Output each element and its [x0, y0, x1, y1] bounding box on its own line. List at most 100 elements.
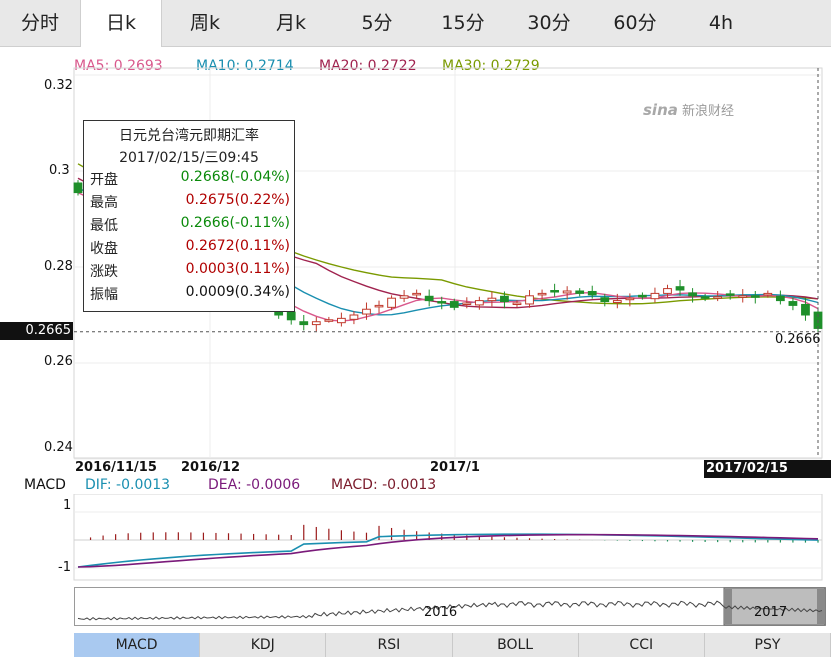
candle-body [650, 292, 660, 300]
candle-body [562, 290, 572, 294]
crosshair-price-label: 0.2665 [0, 322, 73, 340]
ma5-value: MA5: 0.2693 [74, 58, 163, 74]
macd-frame [73, 494, 823, 581]
last-price-label: 0.2666 [775, 332, 821, 347]
dea-value: DEA: -0.0006 [208, 477, 301, 493]
date-tick: 2016/11/15 [75, 460, 157, 475]
candle-body [349, 314, 359, 320]
candle-body [387, 297, 396, 308]
candle-body [638, 294, 647, 298]
tooltip-value: 0.2675(0.22%) [185, 192, 290, 208]
tooltip-key: 振幅 [90, 287, 118, 303]
tooltip-title: 日元兑台湾元即期汇率 [119, 128, 259, 144]
candle-body [311, 321, 321, 326]
tab-daily-k[interactable]: 日k [80, 0, 162, 47]
tab-rsi[interactable]: RSI [326, 633, 453, 657]
tooltip-value: 0.2666(-0.11%) [180, 215, 290, 231]
candle-body [550, 290, 559, 293]
tooltip-key: 最高 [90, 195, 118, 211]
ma30-value: MA30: 0.2729 [442, 58, 540, 74]
tab-60min[interactable]: 60分 [613, 12, 657, 34]
overview-handle-right [817, 589, 825, 624]
candle-body [537, 292, 547, 296]
candle-body [625, 297, 635, 301]
tab-monthly-k[interactable]: 月k [275, 12, 306, 34]
tab-kdj[interactable]: KDJ [200, 633, 327, 657]
ma20-value: MA20: 0.2722 [319, 58, 417, 74]
chart-frame [73, 67, 823, 459]
macd-chart[interactable] [0, 494, 831, 584]
tab-30min[interactable]: 30分 [527, 12, 571, 34]
candle-body [788, 301, 798, 306]
candle-body [424, 295, 434, 302]
date-tick: 2017/1 [430, 460, 480, 475]
price-tick: 0.28 [44, 259, 73, 274]
indicator-tab-bar: MACD KDJ RSI BOLL CCI PSY [74, 633, 831, 657]
overview-navigator[interactable] [74, 587, 826, 627]
candle-body [763, 292, 773, 296]
candle-body [775, 295, 785, 302]
price-tick: 0.26 [44, 354, 73, 369]
tooltip-row-close: 收盘 0.2672(0.11%) [84, 236, 294, 259]
tab-boll[interactable]: BOLL [452, 633, 579, 657]
macd-indicator-name: MACD [24, 477, 66, 493]
candle-body [487, 297, 497, 302]
dea-line [77, 533, 819, 568]
tab-15min[interactable]: 15分 [441, 12, 485, 34]
candle-body [337, 317, 346, 324]
ma10-value: MA10: 0.2714 [196, 58, 294, 74]
candle-body [362, 308, 371, 315]
tooltip-value: 0.2672(0.11%) [185, 238, 290, 254]
candle-body [750, 295, 760, 298]
candle-body [299, 321, 309, 326]
sina-finance-watermark: sina 新浪财经 [643, 100, 734, 119]
candle-body [700, 296, 710, 299]
tooltip-row-change: 涨跌 0.0003(0.11%) [84, 259, 294, 282]
candle-body [512, 302, 522, 305]
candle-body [725, 293, 735, 296]
tab-fenshi[interactable]: 分时 [20, 12, 59, 34]
tooltip-key: 收盘 [90, 241, 118, 257]
tooltip-value: 0.2668(-0.04%) [180, 169, 290, 185]
candle-body [500, 295, 509, 303]
candle-body [612, 300, 622, 304]
overview-year-label: 2017 [754, 605, 788, 620]
overview-year-label: 2016 [424, 605, 458, 620]
candle-body [449, 301, 459, 308]
tooltip-value: 0.0003(0.11%) [185, 261, 290, 277]
candle-body [600, 297, 610, 303]
tooltip-row-open: 开盘 0.2668(-0.04%) [84, 167, 294, 190]
candle-body [462, 302, 472, 305]
tab-4h[interactable]: 4h [708, 12, 734, 34]
crosshair-time-label: 2017/02/15 09:45 [704, 460, 831, 494]
tooltip-value: 0.0009(0.34%) [185, 284, 290, 300]
dif-value: DIF: -0.0013 [85, 477, 171, 493]
tooltip-row-low: 最低 0.2666(-0.11%) [84, 213, 294, 236]
macd-tick: 1 [63, 498, 72, 513]
tab-cci[interactable]: CCI [578, 633, 705, 657]
date-tick: 2016/12 [181, 460, 241, 475]
candle-body [675, 286, 685, 291]
tooltip-key: 最低 [90, 218, 118, 234]
tooltip-datetime: 2017/02/15/三09:45 [119, 150, 259, 166]
tooltip-row-amplitude: 振幅 0.0009(0.34%) [84, 282, 294, 305]
candle-body [73, 182, 83, 194]
candle-body [738, 295, 748, 298]
candle-body [575, 290, 585, 294]
tooltip-row-high: 最高 0.2675(0.22%) [84, 190, 294, 213]
overview-line [77, 600, 823, 621]
sina-logo: sina [643, 101, 678, 119]
tab-weekly-k[interactable]: 周k [189, 12, 220, 34]
candle-body [412, 292, 422, 296]
macd-value: MACD: -0.0013 [331, 477, 437, 493]
price-tick: 0.32 [44, 78, 73, 93]
tooltip-key: 开盘 [90, 172, 118, 188]
tab-5min[interactable]: 5分 [361, 12, 393, 34]
tab-psy[interactable]: PSY [704, 633, 831, 657]
ohlc-tooltip: 日元兑台湾元即期汇率 2017/02/15/三09:45 开盘 0.2668(-… [83, 120, 295, 312]
candle-body [286, 311, 296, 321]
candle-body [688, 292, 697, 297]
macd-tick: -1 [58, 560, 71, 575]
candle-body [801, 303, 810, 316]
tab-macd[interactable]: MACD [74, 633, 201, 657]
